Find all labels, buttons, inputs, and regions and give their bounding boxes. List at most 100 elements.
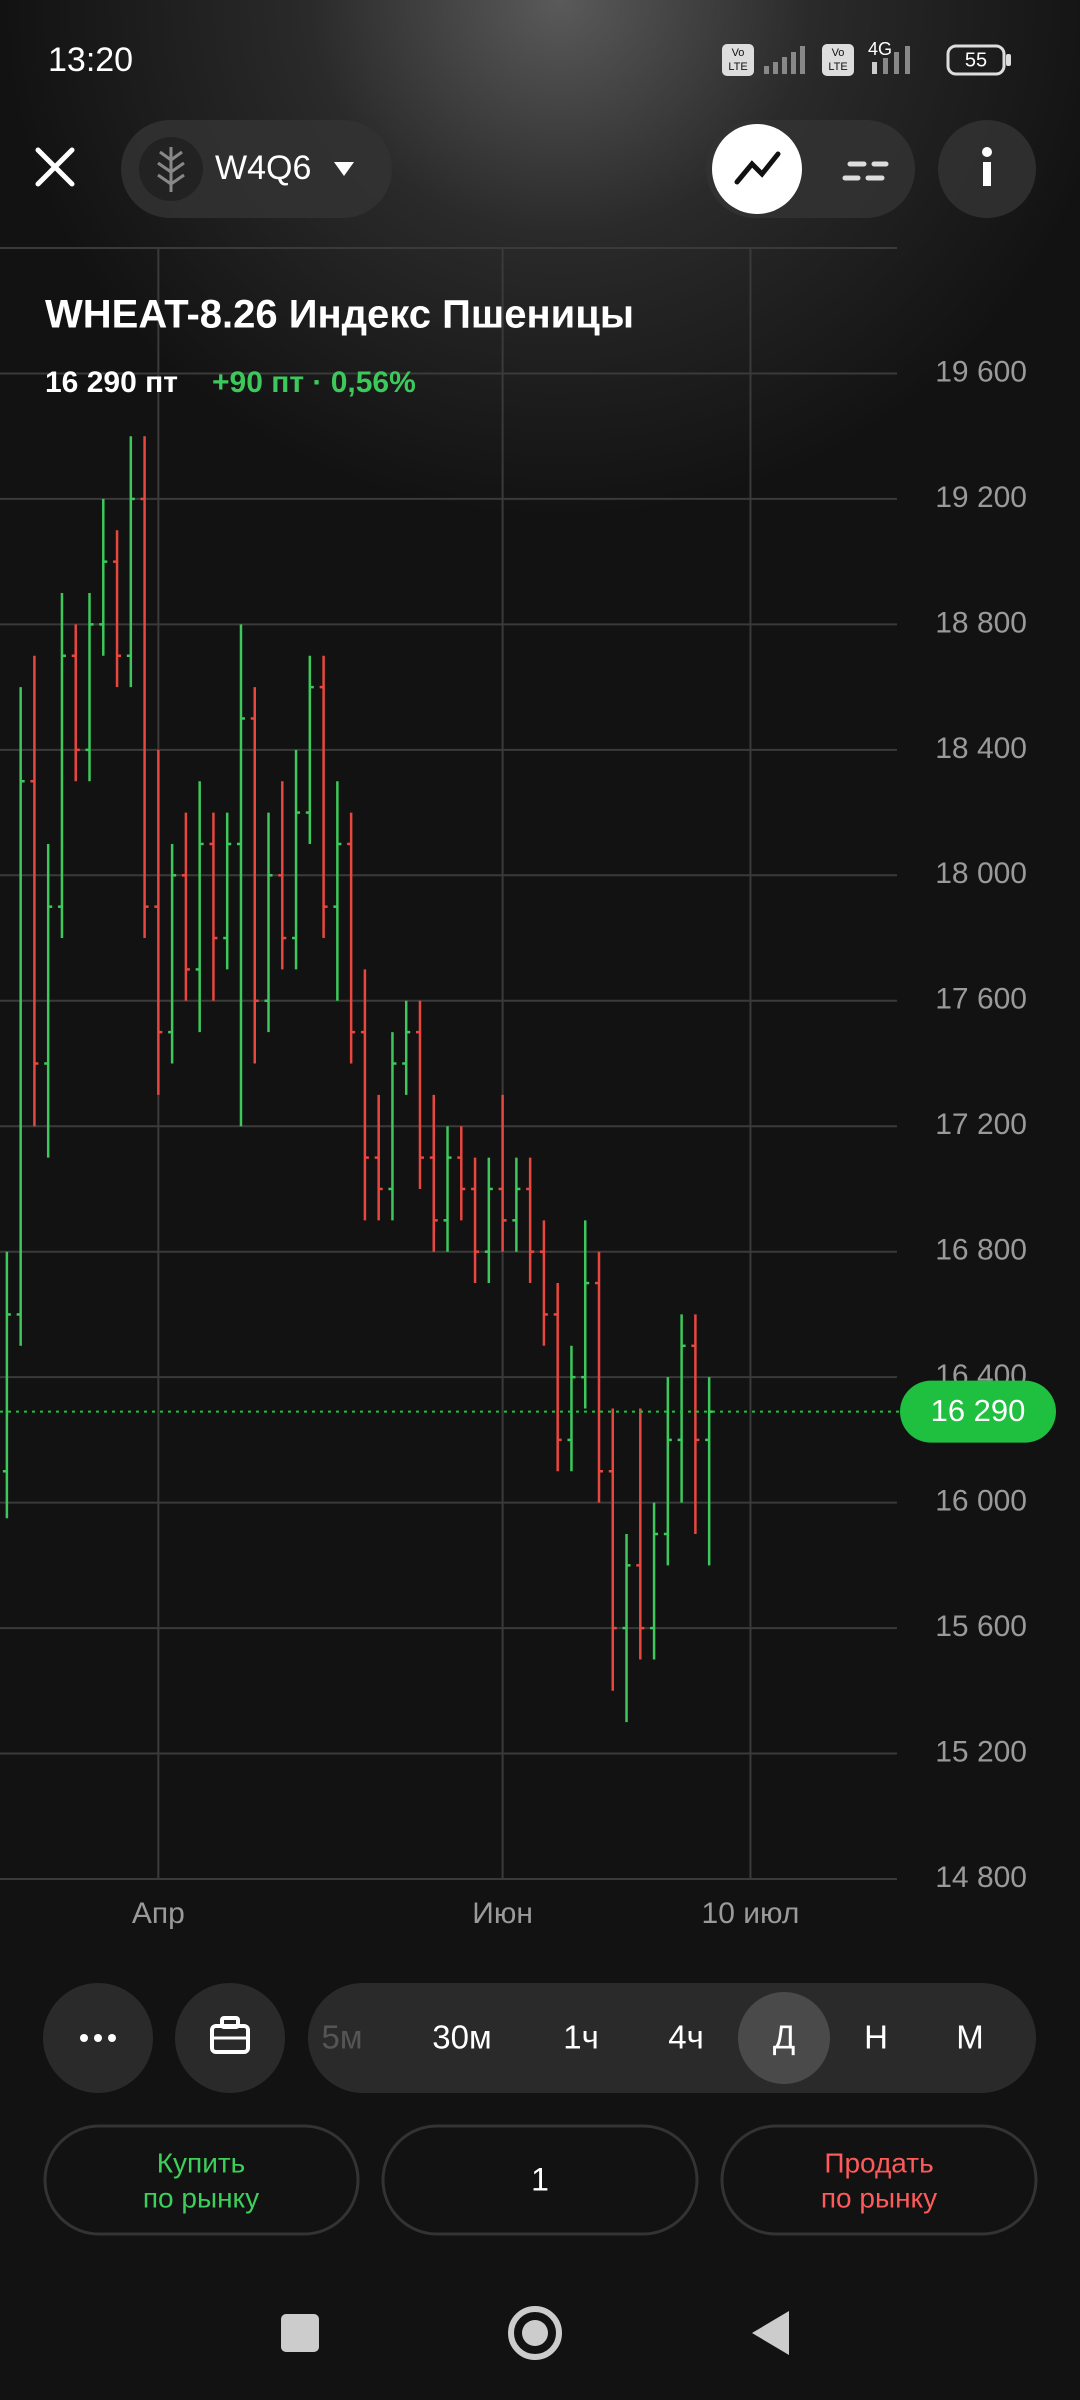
ohlc-bar <box>553 1283 562 1472</box>
buy-button[interactable]: Купить по рынку <box>43 2124 360 2236</box>
ohlc-bar <box>85 593 94 782</box>
ohlc-bar <box>250 687 259 1064</box>
sell-label: по рынку <box>821 2182 937 2213</box>
ohlc-bar <box>30 655 39 1127</box>
ohlc-bar <box>154 749 163 1095</box>
ohlc-bar <box>622 1533 631 1723</box>
ohlc-bar <box>691 1314 700 1534</box>
ohlc-bar <box>429 1094 438 1252</box>
ohlc-bar <box>636 1408 645 1660</box>
portfolio-button[interactable] <box>175 1983 285 2093</box>
chart-title: WHEAT-8.26 Индекс Пшеницы <box>45 293 634 337</box>
ohlc-bar <box>126 436 135 688</box>
ohlc-bar <box>457 1126 466 1221</box>
timeframe-option[interactable]: 30м <box>432 2019 491 2056</box>
ohlc-bars <box>2 436 714 1723</box>
close-button[interactable] <box>35 147 75 187</box>
quantity: 1 <box>531 2161 549 2197</box>
timeframe-option[interactable]: 4ч <box>668 2019 704 2056</box>
ohlc-bar <box>99 498 108 656</box>
network-type: 4G <box>868 39 892 59</box>
ohlc-bar <box>16 687 25 1346</box>
x-axis: Апр Июн 10 июл <box>132 1897 799 1930</box>
ohlc-bar <box>347 812 356 1064</box>
ohlc-bar <box>168 843 177 1064</box>
ohlc-bar <box>181 812 190 1001</box>
quantity-field[interactable]: 1 <box>381 2124 699 2236</box>
ohlc-bar <box>567 1345 576 1472</box>
ohlc-bar <box>333 781 342 1001</box>
timeframe-selected <box>738 1992 830 2084</box>
ohlc-bar <box>140 436 149 939</box>
y-tick-label: 17 200 <box>935 1108 1027 1141</box>
volte-label: Vo <box>832 47 845 59</box>
ohlc-bar <box>650 1502 659 1660</box>
info-button[interactable] <box>938 120 1036 218</box>
volte-label: LTE <box>728 61 747 73</box>
ohlc-bar <box>471 1157 480 1284</box>
y-tick-label: 17 600 <box>935 983 1027 1016</box>
y-tick-label: 15 600 <box>935 1610 1027 1643</box>
ohlc-bar <box>305 655 314 844</box>
volte-label: LTE <box>828 61 847 73</box>
price-label: 16 290 пт <box>45 366 178 399</box>
status-time: 13:20 <box>48 41 133 79</box>
battery-level: 55 <box>965 49 987 71</box>
ohlc-bar <box>360 969 369 1221</box>
last-price-badge <box>900 1380 1056 1443</box>
ohlc-bar <box>195 781 204 1033</box>
ohlc-bar <box>443 1126 452 1252</box>
y-tick-label: 14 800 <box>935 1861 1027 1894</box>
timeframe-option[interactable]: Н <box>864 2019 888 2056</box>
timeframe-option[interactable]: 5м <box>321 2019 362 2056</box>
x-tick-label: Апр <box>132 1897 185 1930</box>
nav-recents[interactable] <box>281 2314 319 2352</box>
timeframe-option[interactable]: Д <box>773 2019 795 2056</box>
x-tick-label: Июн <box>472 1897 533 1930</box>
ohlc-bar <box>44 843 53 1158</box>
buy-label: по рынку <box>143 2182 259 2213</box>
ohlc-bar <box>292 749 301 970</box>
ohlc-bar <box>264 812 273 1033</box>
nav-home[interactable] <box>508 2306 562 2360</box>
buy-label: Купить <box>157 2147 246 2178</box>
y-tick-label: 18 000 <box>935 857 1027 890</box>
ohlc-bar <box>2 1251 11 1519</box>
timeframe-option[interactable]: 1ч <box>563 2019 599 2056</box>
ohlc-bar <box>209 812 218 1001</box>
ohlc-bar <box>374 1094 383 1221</box>
ohlc-bar <box>278 781 287 970</box>
y-tick-label: 19 600 <box>935 355 1027 388</box>
ohlc-bar <box>388 1032 397 1221</box>
last-price: 16 290 <box>0 1380 1056 1443</box>
more-button[interactable] <box>43 1983 153 2093</box>
y-tick-label: 20 000 <box>935 230 1027 263</box>
chart-style-toggle[interactable] <box>706 120 915 218</box>
ohlc-bar <box>223 812 232 970</box>
ohlc-bar <box>415 1000 424 1189</box>
timeframe-option[interactable]: М <box>956 2019 984 2056</box>
ohlc-bar <box>581 1220 590 1409</box>
ohlc-bar <box>594 1251 603 1503</box>
ohlc-bar <box>484 1157 493 1284</box>
sell-button[interactable]: Продать по рынку <box>720 2124 1038 2236</box>
timeframe-bar <box>308 1983 1036 2093</box>
grid <box>0 247 897 1880</box>
ohlc-bar <box>402 1000 411 1095</box>
sell-label: Продать <box>824 2147 933 2178</box>
ohlc-bar <box>539 1220 548 1346</box>
timeframes: 5м 30м 1ч 4ч Д Н М <box>321 1992 984 2084</box>
ticker-selector[interactable]: W4Q6 <box>121 120 392 218</box>
ohlc-bar <box>236 624 245 1127</box>
x-tick-label: 10 июл <box>702 1897 800 1930</box>
ticker: W4Q6 <box>215 149 311 187</box>
y-tick-label: 16 000 <box>935 1485 1027 1518</box>
ohlc-bar <box>319 655 328 939</box>
nav-back[interactable] <box>752 2311 789 2355</box>
ohlc-bar <box>705 1377 714 1566</box>
y-tick-label: 18 800 <box>935 606 1027 639</box>
y-tick-label: 18 400 <box>935 732 1027 765</box>
ohlc-bar <box>512 1157 521 1252</box>
